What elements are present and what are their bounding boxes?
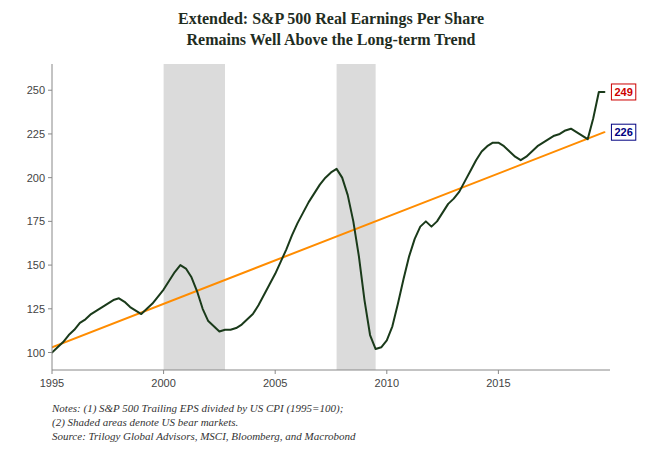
y-tick-label: 225 (27, 128, 45, 140)
y-tick (48, 177, 52, 178)
chart: Extended: S&P 500 Real Earnings Per Shar… (0, 0, 669, 468)
axes: 1995 2000 2005 2010 2015 100 125 150 175 200 225 25… (27, 64, 610, 389)
end-label-text: 249 (614, 86, 632, 98)
x-tick (163, 370, 164, 374)
y-axis-line (52, 64, 53, 370)
end-label-text: 226 (614, 126, 632, 138)
end-label-box (611, 84, 635, 100)
series-line (52, 92, 604, 353)
end-label: 226 (611, 124, 635, 140)
notes: Notes: (1) S&P 500 Trailing EPS divided … (51, 402, 356, 442)
y-tick (48, 133, 52, 134)
y-tick-label: 250 (27, 84, 45, 96)
end-label: 249 (611, 84, 635, 100)
x-tick-label: 2010 (375, 377, 399, 389)
y-tick-label: 200 (27, 172, 45, 184)
series-line (52, 132, 604, 347)
y-tick-label: 100 (27, 347, 45, 359)
note: (2) Shaded areas denote US bear markets. (52, 416, 238, 429)
plot-area (52, 64, 604, 370)
y-tick (48, 221, 52, 222)
x-tick-label: 2015 (486, 377, 510, 389)
x-tick (275, 370, 276, 374)
note: Source: Trilogy Global Advisors, MSCI, B… (52, 430, 356, 442)
y-tick-label: 175 (27, 215, 45, 227)
x-tick-label: 1995 (40, 377, 64, 389)
y-tick-label: 150 (27, 259, 45, 271)
x-tick-label: 2000 (151, 377, 175, 389)
bear-market-band (164, 64, 225, 370)
x-tick-label: 2005 (263, 377, 287, 389)
x-tick (52, 370, 53, 374)
y-tick-label: 125 (27, 303, 45, 315)
x-axis-line (52, 370, 610, 371)
y-tick (48, 352, 52, 353)
end-label-box (611, 124, 635, 140)
note: Notes: (1) S&P 500 Trailing EPS divided … (51, 402, 343, 415)
x-tick (386, 370, 387, 374)
bear-market-band (337, 64, 376, 370)
background (0, 0, 669, 468)
x-tick (498, 370, 499, 374)
subtitle: Remains Well Above the Long-term Trend (186, 31, 475, 49)
annotations: 249 226 (611, 84, 635, 140)
y-tick (48, 308, 52, 309)
title: Extended: S&P 500 Real Earnings Per Shar… (178, 10, 484, 28)
y-tick (48, 90, 52, 91)
y-tick (48, 265, 52, 266)
